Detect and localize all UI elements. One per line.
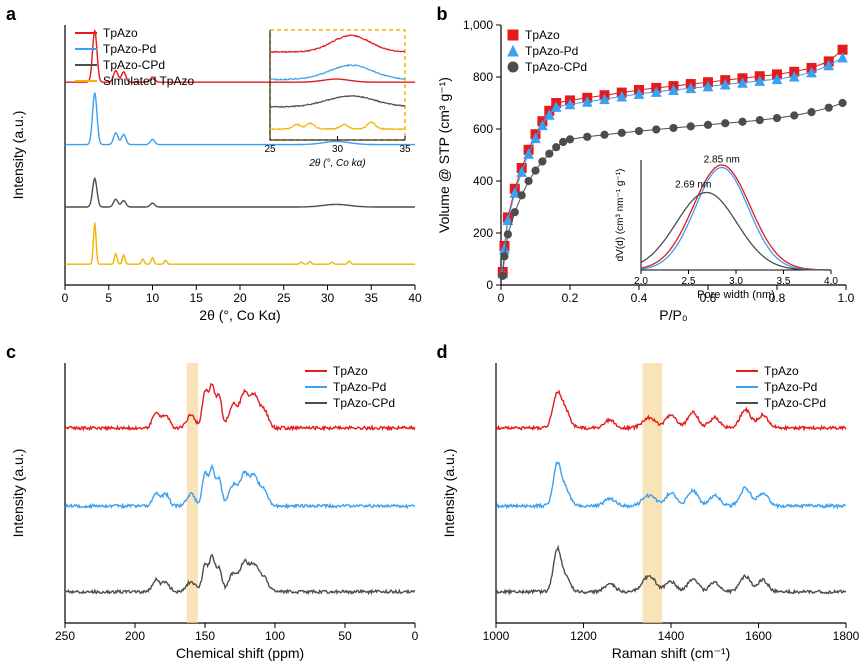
svg-text:400: 400 — [472, 174, 492, 188]
svg-text:Intensity (a.u.): Intensity (a.u.) — [441, 449, 457, 538]
svg-text:TpAzo: TpAzo — [103, 26, 138, 40]
svg-text:2.5: 2.5 — [681, 276, 695, 287]
svg-text:Simulated TpAzo: Simulated TpAzo — [103, 74, 194, 88]
svg-text:TpAzo: TpAzo — [764, 364, 799, 378]
svg-text:1800: 1800 — [832, 629, 859, 643]
svg-text:Raman shift (cm⁻¹): Raman shift (cm⁻¹) — [611, 645, 730, 661]
svg-text:800: 800 — [472, 70, 492, 84]
svg-text:1600: 1600 — [745, 629, 772, 643]
svg-text:TpAzo-Pd: TpAzo-Pd — [525, 44, 578, 58]
panel-d-svg: 1000 1200 1400 1600 1800 Raman shift (cm⁻¹) In… — [431, 338, 861, 667]
svg-text:1400: 1400 — [657, 629, 684, 643]
svg-text:0: 0 — [486, 278, 493, 292]
panel-c-label: c — [6, 342, 16, 363]
svg-text:4.0: 4.0 — [824, 276, 838, 287]
svg-text:200: 200 — [125, 629, 145, 643]
panel-d-label: d — [437, 342, 448, 363]
svg-text:3.5: 3.5 — [776, 276, 790, 287]
panel-c: c 250 200 150 100 50 0 Chemical shift (ppm) Int… — [0, 338, 431, 667]
svg-text:TpAzo-Pd: TpAzo-Pd — [333, 380, 386, 394]
panel-a-label: a — [6, 4, 16, 25]
svg-text:1.0: 1.0 — [837, 291, 854, 305]
svg-text:Chemical shift (ppm): Chemical shift (ppm) — [176, 645, 304, 661]
panel-b-label: b — [437, 4, 448, 25]
svg-text:35: 35 — [365, 291, 379, 305]
svg-text:30: 30 — [321, 291, 335, 305]
svg-text:TpAzo-CPd: TpAzo-CPd — [764, 396, 826, 410]
svg-text:Intensity (a.u.): Intensity (a.u.) — [10, 111, 26, 200]
figure-grid: a 0 5 10 15 20 25 30 35 40 2θ (°, Co Kα) Intensity… — [0, 0, 861, 667]
svg-text:40: 40 — [408, 291, 422, 305]
svg-text:0: 0 — [497, 291, 504, 305]
svg-text:250: 250 — [55, 629, 75, 643]
svg-text:TpAzo: TpAzo — [525, 28, 560, 42]
svg-text:150: 150 — [195, 629, 215, 643]
svg-text:0: 0 — [62, 291, 69, 305]
panel-b: b 00.20.40.60.81.002004006008001,000P/P₀… — [431, 0, 861, 338]
svg-text:Pore width (nm): Pore width (nm) — [697, 289, 775, 301]
svg-text:1000: 1000 — [482, 629, 509, 643]
svg-text:50: 50 — [338, 629, 352, 643]
svg-text:dV(d) (cm³ nm⁻¹ g⁻¹): dV(d) (cm³ nm⁻¹ g⁻¹) — [615, 169, 626, 262]
svg-text:Intensity (a.u.): Intensity (a.u.) — [10, 449, 26, 538]
panel-a: a 0 5 10 15 20 25 30 35 40 2θ (°, Co Kα) Intensity… — [0, 0, 431, 338]
svg-text:0.4: 0.4 — [630, 291, 647, 305]
svg-text:2θ (°, Co kα): 2θ (°, Co kα) — [308, 158, 365, 169]
svg-text:P/P₀: P/P₀ — [659, 307, 688, 323]
svg-text:100: 100 — [265, 629, 285, 643]
panel-c-svg: 250 200 150 100 50 0 Chemical shift (ppm) Inten… — [0, 338, 430, 667]
svg-text:600: 600 — [472, 122, 492, 136]
svg-text:TpAzo-CPd: TpAzo-CPd — [103, 58, 165, 72]
svg-text:25: 25 — [264, 144, 276, 155]
panel-b-svg: 00.20.40.60.81.002004006008001,000P/P₀Vo… — [431, 0, 861, 333]
svg-text:30: 30 — [332, 144, 344, 155]
svg-text:0: 0 — [412, 629, 419, 643]
svg-text:35: 35 — [399, 144, 411, 155]
svg-text:15: 15 — [190, 291, 204, 305]
svg-text:20: 20 — [233, 291, 247, 305]
panel-a-svg: 0 5 10 15 20 25 30 35 40 2θ (°, Co Kα) Intensity (… — [0, 0, 430, 333]
svg-text:TpAzo-CPd: TpAzo-CPd — [525, 60, 587, 74]
svg-text:Volume @ STP (cm³ g⁻¹): Volume @ STP (cm³ g⁻¹) — [436, 77, 452, 233]
svg-text:5: 5 — [105, 291, 112, 305]
svg-text:25: 25 — [277, 291, 291, 305]
svg-text:TpAzo-CPd: TpAzo-CPd — [333, 396, 395, 410]
svg-text:1200: 1200 — [570, 629, 597, 643]
svg-text:3.0: 3.0 — [729, 276, 743, 287]
svg-text:2.85 nm: 2.85 nm — [703, 155, 739, 166]
svg-text:10: 10 — [146, 291, 160, 305]
svg-text:TpAzo: TpAzo — [333, 364, 368, 378]
svg-text:2θ (°, Co Kα): 2θ (°, Co Kα) — [199, 307, 280, 323]
svg-text:200: 200 — [472, 226, 492, 240]
svg-text:0.2: 0.2 — [561, 291, 578, 305]
svg-text:2.0: 2.0 — [634, 276, 648, 287]
svg-text:1,000: 1,000 — [462, 18, 492, 32]
svg-text:2.69 nm: 2.69 nm — [675, 180, 711, 191]
svg-text:TpAzo-Pd: TpAzo-Pd — [103, 42, 156, 56]
svg-text:TpAzo-Pd: TpAzo-Pd — [764, 380, 817, 394]
panel-d: d 1000 1200 1400 1600 1800 Raman shift (cm⁻¹)… — [431, 338, 861, 667]
